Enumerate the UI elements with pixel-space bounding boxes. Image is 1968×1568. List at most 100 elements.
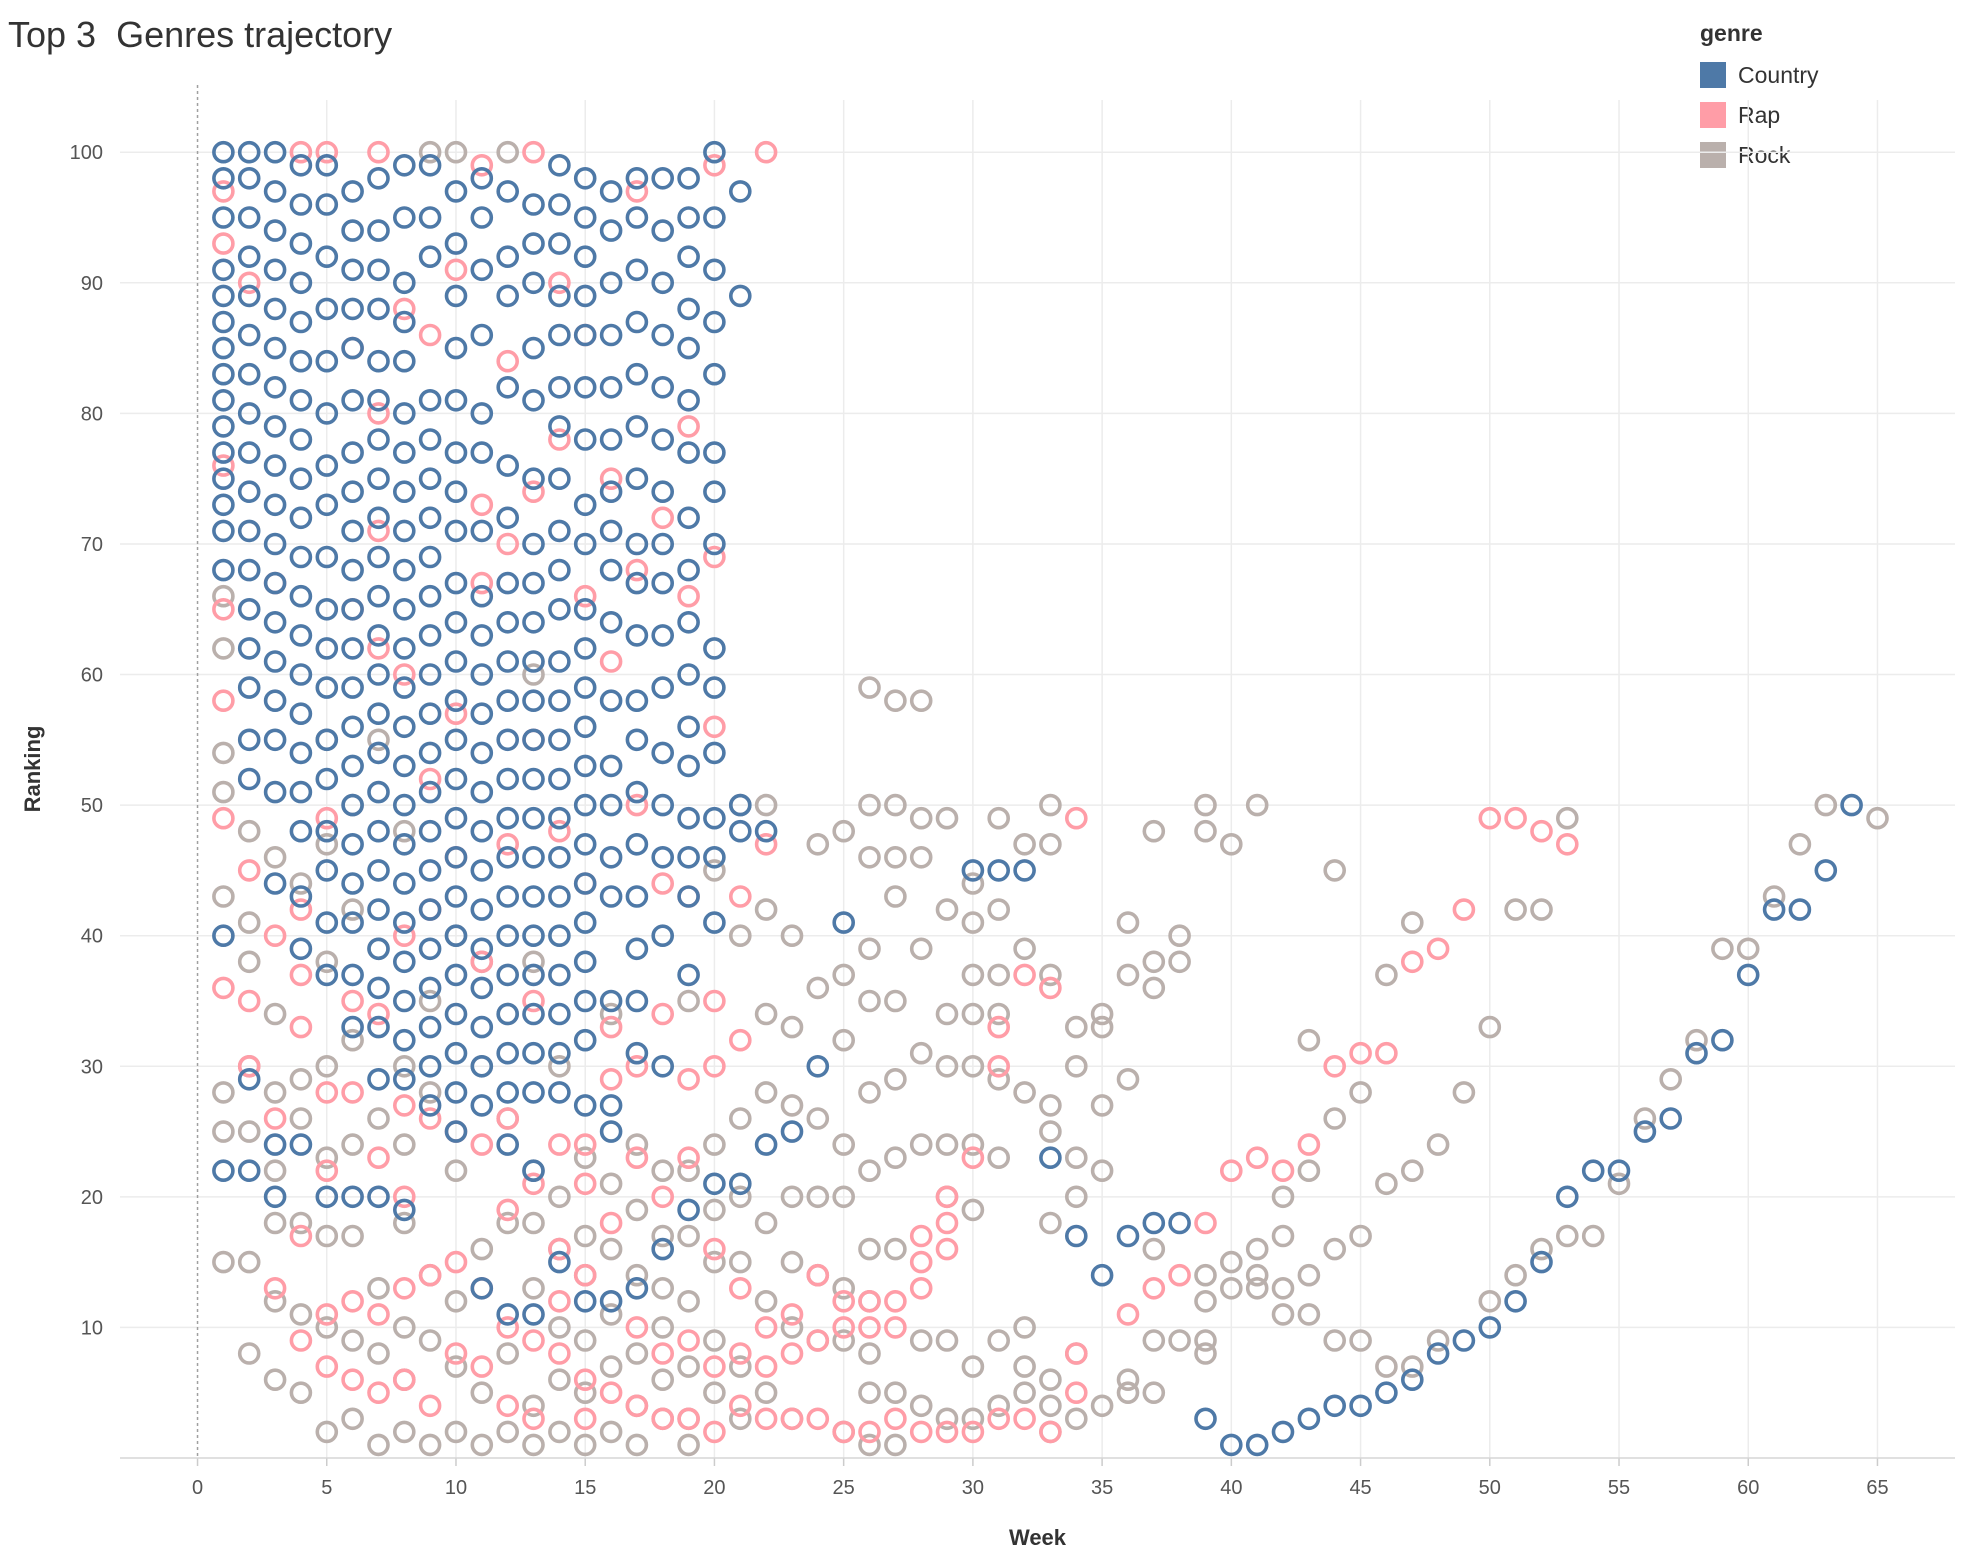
data-point-rock bbox=[1090, 1015, 1114, 1039]
data-point-country bbox=[237, 1159, 261, 1182]
data-point-rock bbox=[212, 780, 235, 804]
data-point-country bbox=[367, 584, 390, 608]
y-tick-label: 30 bbox=[81, 1056, 103, 1078]
x-tick-label: 0 bbox=[192, 1477, 203, 1499]
data-point-rock bbox=[1349, 1224, 1372, 1248]
data-point-rock bbox=[780, 924, 804, 948]
data-point-rock bbox=[961, 1055, 985, 1078]
data-point-country bbox=[599, 610, 623, 634]
data-point-rock bbox=[1556, 806, 1579, 830]
data-point-rap bbox=[780, 1303, 804, 1326]
data-point-country bbox=[289, 741, 313, 765]
legend-item-country[interactable]: Country bbox=[1700, 55, 1819, 95]
data-point-rock bbox=[1375, 1355, 1398, 1378]
data-point-rock bbox=[858, 1237, 881, 1261]
data-point-country bbox=[418, 1055, 442, 1078]
data-point-country bbox=[573, 1290, 597, 1313]
data-point-rock bbox=[703, 859, 726, 882]
data-point-country bbox=[392, 154, 416, 177]
data-point-rock bbox=[1245, 1237, 1269, 1261]
data-point-rock bbox=[1116, 911, 1140, 934]
data-point-rap bbox=[858, 1420, 881, 1444]
data-point-country bbox=[548, 375, 571, 399]
data-point-country bbox=[289, 702, 313, 726]
y-tick-label: 10 bbox=[81, 1317, 103, 1339]
data-point-country bbox=[263, 532, 287, 556]
data-point-rock bbox=[1116, 963, 1140, 987]
data-point-rap bbox=[832, 1290, 856, 1313]
y-axis-label: Ranking bbox=[20, 726, 45, 813]
y-tick-label: 100 bbox=[70, 142, 103, 164]
data-point-rock bbox=[392, 1211, 416, 1235]
data-point-country bbox=[418, 245, 442, 269]
data-point-rock bbox=[884, 885, 907, 908]
data-point-country bbox=[315, 454, 339, 477]
data-point-country bbox=[418, 467, 442, 491]
data-point-country bbox=[470, 1277, 494, 1300]
data-point-country bbox=[573, 206, 597, 229]
data-point-rock bbox=[341, 898, 364, 921]
data-point-country bbox=[522, 1002, 545, 1026]
data-point-rock bbox=[289, 1303, 313, 1326]
data-point-rock bbox=[1271, 1277, 1295, 1300]
data-point-country bbox=[625, 728, 649, 752]
data-point-country bbox=[651, 375, 675, 399]
data-point-country bbox=[392, 793, 416, 817]
data-point-country bbox=[961, 859, 985, 882]
data-point-rock bbox=[1426, 1133, 1450, 1156]
data-point-country bbox=[1581, 1159, 1605, 1182]
data-point-rock bbox=[392, 1420, 416, 1444]
data-point-country bbox=[625, 532, 649, 556]
data-point-country bbox=[263, 375, 287, 399]
data-point-rap bbox=[392, 924, 416, 948]
data-point-rock bbox=[237, 950, 261, 974]
legend-item-rap[interactable]: Rap bbox=[1700, 95, 1819, 135]
y-tick-label: 90 bbox=[81, 273, 103, 295]
data-point-country bbox=[522, 767, 545, 791]
data-point-rock bbox=[1194, 793, 1217, 817]
data-point-country bbox=[548, 963, 571, 987]
data-point-rock bbox=[987, 963, 1011, 987]
data-point-country bbox=[367, 545, 390, 569]
data-point-country bbox=[367, 702, 390, 726]
data-point-country bbox=[573, 911, 597, 934]
data-point-country bbox=[703, 845, 726, 869]
data-point-rap bbox=[289, 1015, 313, 1039]
data-point-country bbox=[237, 167, 261, 190]
data-point-rock bbox=[315, 1316, 339, 1339]
data-point-country bbox=[1452, 1329, 1476, 1352]
data-point-country bbox=[573, 715, 597, 739]
data-point-rock bbox=[677, 1290, 700, 1313]
data-point-country bbox=[522, 963, 545, 987]
data-point-country bbox=[212, 284, 235, 308]
data-point-country bbox=[1090, 1263, 1114, 1287]
legend-item-rock[interactable]: Rock bbox=[1700, 135, 1819, 175]
data-point-country bbox=[1245, 1433, 1269, 1457]
data-point-rap bbox=[651, 1002, 675, 1026]
y-tick-label: 40 bbox=[81, 926, 103, 948]
data-point-country bbox=[677, 167, 700, 190]
data-point-country bbox=[341, 519, 364, 543]
data-point-rap bbox=[677, 1146, 700, 1169]
data-point-country bbox=[289, 663, 313, 686]
data-point-rock bbox=[754, 793, 778, 817]
data-point-country bbox=[599, 885, 623, 908]
data-point-rock bbox=[677, 1224, 700, 1248]
data-point-rap bbox=[496, 1394, 520, 1418]
data-point-country bbox=[418, 663, 442, 686]
data-point-rock bbox=[909, 1041, 933, 1065]
x-tick-label: 55 bbox=[1608, 1477, 1630, 1499]
data-point-country bbox=[367, 167, 390, 190]
data-point-rock bbox=[1090, 1394, 1114, 1418]
data-point-rock bbox=[367, 1342, 390, 1365]
data-point-rap bbox=[909, 1277, 933, 1300]
data-point-rap bbox=[832, 1420, 856, 1444]
data-point-rap bbox=[392, 297, 416, 321]
data-point-rock bbox=[1065, 1015, 1088, 1039]
data-point-country bbox=[367, 1185, 390, 1209]
data-point-rock bbox=[418, 1329, 442, 1352]
data-point-country bbox=[599, 1290, 623, 1313]
data-point-country bbox=[703, 480, 726, 504]
data-point-country bbox=[548, 650, 571, 673]
data-point-rock bbox=[548, 1420, 571, 1444]
